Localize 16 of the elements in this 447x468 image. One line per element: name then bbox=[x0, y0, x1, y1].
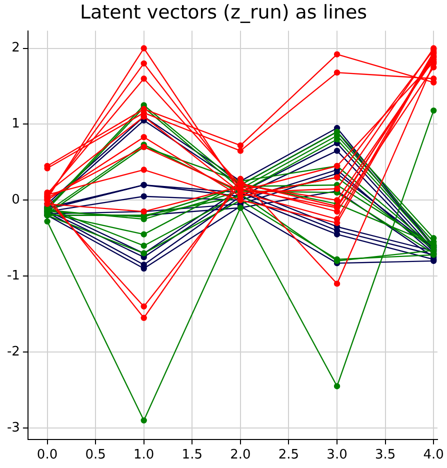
x-tick-label: 4.0 bbox=[423, 448, 444, 463]
y-tick-label: 1 bbox=[12, 116, 20, 132]
x-tick-label: 3.0 bbox=[326, 448, 348, 463]
y-tick-label: -2 bbox=[6, 344, 20, 360]
x-tick-label: 0.0 bbox=[36, 448, 58, 463]
x-tick-label: 2.5 bbox=[278, 448, 300, 463]
y-tick-label: 2 bbox=[12, 40, 20, 56]
y-tick-label: -3 bbox=[6, 420, 20, 436]
chart-title: Latent vectors (z_run) as lines bbox=[80, 1, 368, 24]
y-tick-label: 0 bbox=[12, 192, 20, 208]
x-tick-label: 3.5 bbox=[374, 448, 396, 463]
y-tick-label: -1 bbox=[6, 268, 20, 284]
x-tick-label: 2.0 bbox=[230, 448, 251, 463]
x-tick-label: 1.5 bbox=[182, 448, 202, 463]
x-tick-label: 0.5 bbox=[85, 448, 106, 463]
x-tick-label: 1.0 bbox=[134, 448, 154, 463]
